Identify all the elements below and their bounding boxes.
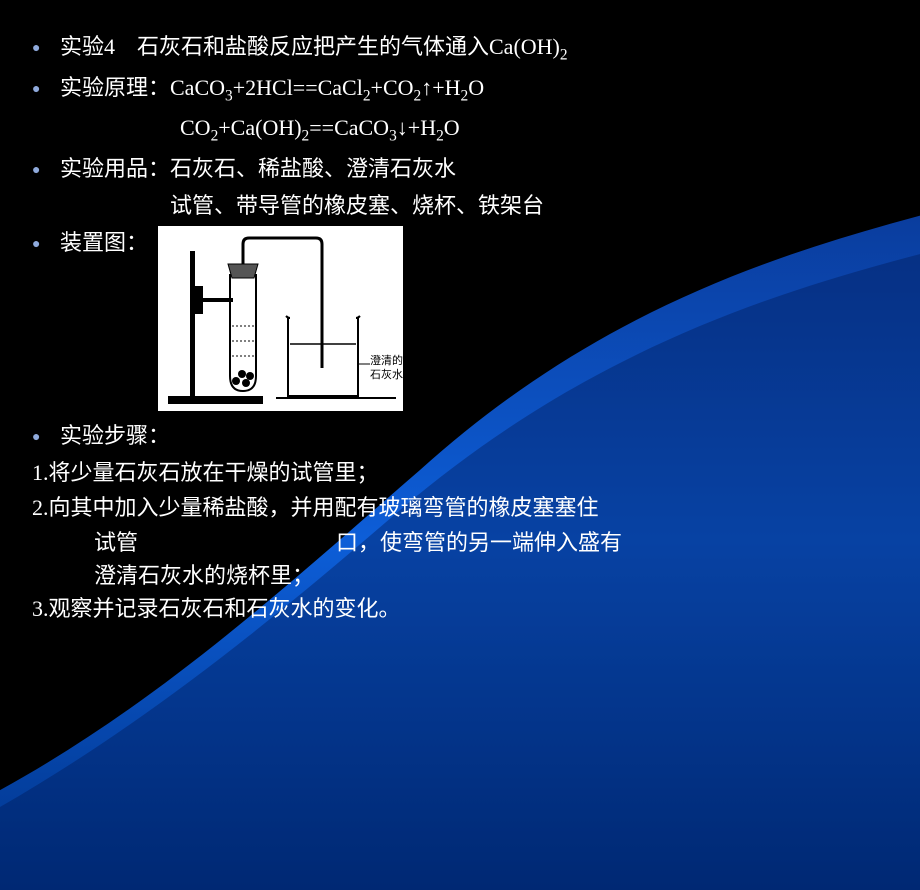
experiment-title: 实验4 石灰石和盐酸反应把产生的气体通入Ca(OH)2: [60, 30, 880, 67]
materials-line-1: 实验用品：石灰石、稀盐酸、澄清石灰水: [60, 152, 880, 185]
step-1: 1.将少量石灰石放在干燥的试管里；: [32, 456, 880, 489]
principle-label: 实验原理：CaCO: [60, 75, 225, 100]
sub-2: 2: [560, 46, 568, 63]
step-3: 3.观察并记录石灰石和石灰水的变化。: [32, 592, 880, 625]
apparatus-label: 装置图：: [60, 226, 148, 259]
principle-line-1: 实验原理：CaCO3+2HCl==CaCl2+CO2↑+H2O: [60, 71, 880, 108]
materials-line-2: 试管、带导管的橡皮塞、烧杯、铁架台: [170, 189, 880, 222]
beaker-label-2: 石灰水: [370, 367, 403, 381]
beaker-label-1: 澄清的: [370, 353, 403, 367]
apparatus-row: 装置图：: [60, 226, 880, 411]
principle-line-2: CO2+Ca(OH)2==CaCO3↓+H2O: [180, 111, 880, 148]
title-text: 实验4 石灰石和盐酸反应把产生的气体通入Ca(OH): [60, 34, 560, 59]
apparatus-diagram: 澄清的 石灰水: [158, 226, 403, 411]
step-2c: 澄清石灰水的烧杯里；: [94, 559, 880, 592]
step-2b: 试管 口，使弯管的另一端伸入盛有: [94, 526, 880, 559]
step-2: 2.向其中加入少量稀盐酸，并用配有玻璃弯管的橡皮塞塞住: [32, 491, 880, 524]
steps-label: 实验步骤：: [60, 419, 880, 452]
slide-content: 实验4 石灰石和盐酸反应把产生的气体通入Ca(OH)2 实验原理：CaCO3+2…: [0, 0, 920, 647]
